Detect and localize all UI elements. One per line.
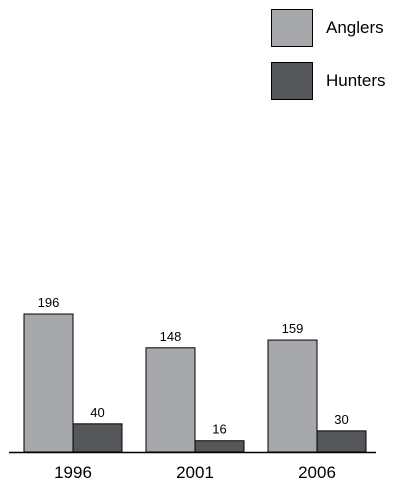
x-tick-label-2001: 2001 bbox=[176, 463, 214, 480]
legend-label-anglers: Anglers bbox=[326, 18, 384, 37]
legend-swatch-anglers bbox=[271, 9, 313, 47]
bar-anglers-1996 bbox=[23, 313, 74, 453]
legend-swatch-hunters bbox=[271, 62, 313, 100]
bar-hunters-2001 bbox=[194, 440, 245, 453]
x-tick-label-2006: 2006 bbox=[298, 463, 336, 480]
legend-label-hunters: Hunters bbox=[326, 71, 386, 90]
data-label-anglers-1996: 196 bbox=[38, 295, 60, 310]
x-tick-label-1996: 1996 bbox=[54, 463, 92, 480]
data-label-hunters-1996: 40 bbox=[90, 405, 104, 420]
data-label-anglers-2001: 148 bbox=[160, 329, 182, 344]
bar-anglers-2001 bbox=[145, 347, 196, 453]
legend-item-hunters: Hunters bbox=[271, 61, 386, 101]
bar-anglers-2006 bbox=[267, 339, 318, 453]
bar-hunters-2006 bbox=[316, 430, 367, 453]
data-label-hunters-2001: 16 bbox=[212, 422, 226, 437]
data-label-hunters-2006: 30 bbox=[334, 412, 348, 427]
bar-hunters-1996 bbox=[72, 423, 123, 453]
legend-item-anglers: Anglers bbox=[271, 8, 384, 48]
data-label-anglers-2006: 159 bbox=[282, 321, 304, 336]
